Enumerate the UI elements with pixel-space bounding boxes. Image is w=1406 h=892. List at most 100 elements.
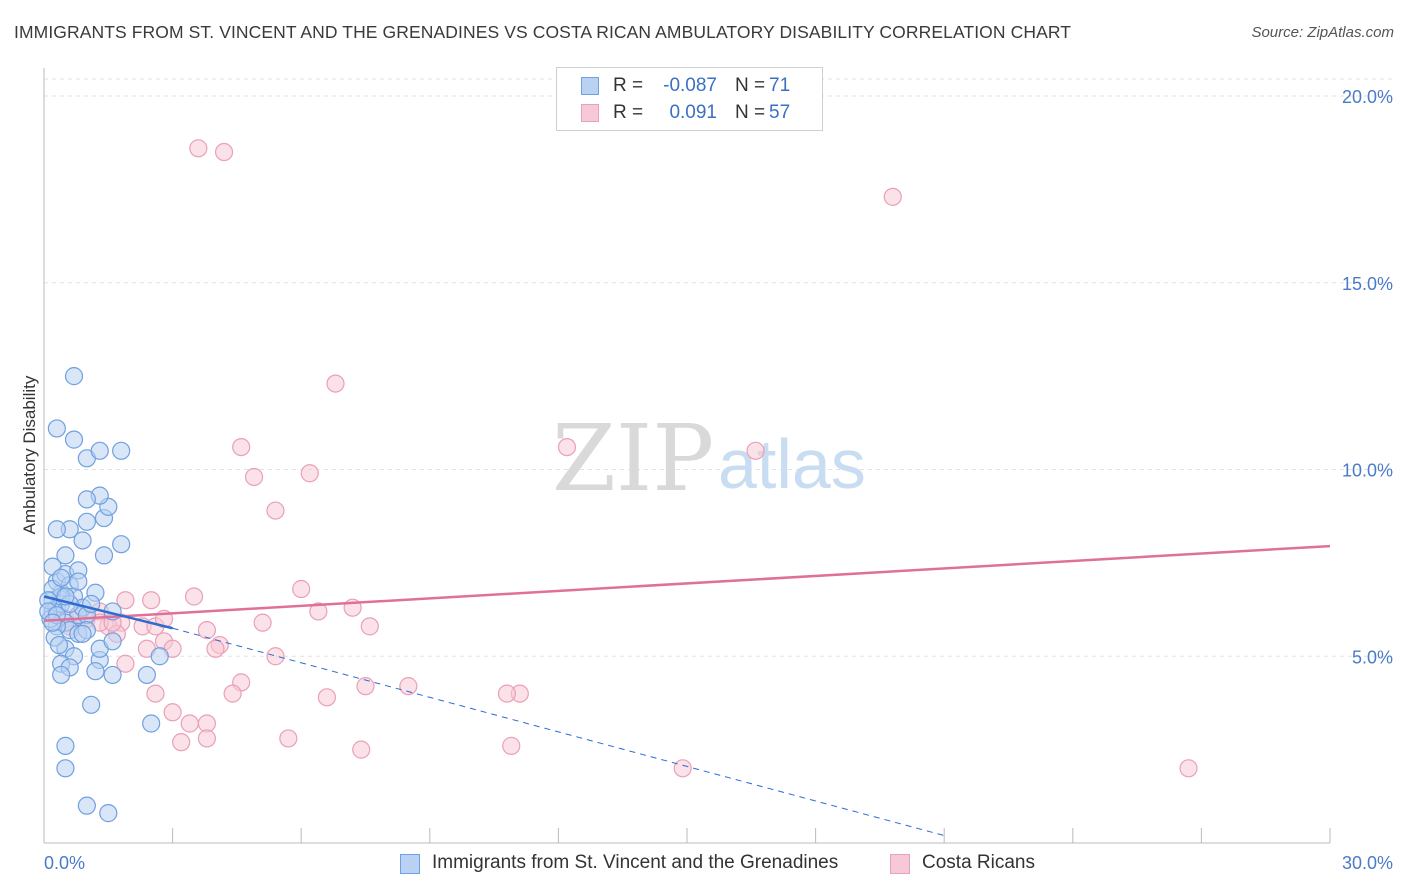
point-immigrants [86,662,105,681]
point-immigrants [150,647,169,666]
point-costa-ricans [326,374,345,393]
legend-n-label: N = [735,75,766,96]
legend-r-value: 0.091 [669,102,717,123]
bottom-legend-label: Costa Ricans [922,852,1035,873]
point-immigrants [73,531,92,550]
tick-labels: 5.0% 10.0% 15.0% 20.0% 0.0% 30.0% [44,87,1393,873]
trend-line-immigrants-extension [172,627,945,837]
point-immigrants [56,546,75,565]
x-tick-label: 0.0% [44,853,85,873]
watermark-zip: ZIP [552,405,714,512]
legend-r-value: -0.087 [663,75,717,96]
point-immigrants [77,796,96,815]
point-costa-ricans [497,684,517,703]
point-immigrants [64,430,84,449]
point-costa-ricans [1179,759,1198,778]
y-tick-label: 5.0% [1352,647,1393,667]
y-tick-label: 20.0% [1342,87,1393,107]
y-tick-label: 15.0% [1342,274,1393,294]
point-immigrants [49,635,69,655]
point-costa-ricans [146,684,165,703]
point-immigrants [47,520,66,539]
correlation-legend: R = -0.087 N = 71 R = 0.091 N = 57 [556,67,823,131]
legend-n-label: N = [735,102,766,123]
costa-ricans-points [56,139,1198,778]
point-costa-ricans [356,677,375,696]
legend-n-value: 71 [769,75,791,96]
point-costa-ricans [142,591,161,610]
bottom-legend-swatch-pink [890,854,910,874]
point-costa-ricans [197,729,216,748]
point-immigrants [90,441,109,460]
point-immigrants [103,665,122,685]
point-costa-ricans [180,714,199,733]
legend-row-costa-ricans: R = 0.091 N = 57 [557,101,822,127]
point-costa-ricans [197,621,216,640]
bottom-legend-label: Immigrants from St. Vincent and the Gren… [432,852,839,873]
legend-swatch-pink [581,104,599,122]
point-immigrants [77,490,96,509]
point-costa-ricans [557,437,577,457]
y-tick-label: 10.0% [1342,461,1393,481]
svg-immigrants-points [39,367,169,823]
point-immigrants [52,665,71,685]
point-costa-ricans [253,613,272,632]
point-costa-ricans [300,464,319,483]
legend-n-value: 57 [769,102,791,123]
point-immigrants [103,632,122,651]
bottom-legend-swatch-blue [400,854,420,874]
trend-line-costa-ricans [43,544,1331,623]
point-immigrants [73,624,92,643]
point-immigrants [56,759,75,778]
point-costa-ricans [214,142,234,162]
point-immigrants [69,572,88,591]
point-costa-ricans [266,501,285,520]
legend-swatch-blue [581,77,599,95]
point-immigrants [56,736,75,755]
point-immigrants [64,367,84,386]
point-costa-ricans [116,654,135,673]
point-immigrants [77,512,96,531]
x-tick-label: 30.0% [1342,853,1393,873]
point-costa-ricans [266,647,285,666]
point-costa-ricans [279,729,298,748]
point-immigrants [82,695,101,714]
trend-lines [43,544,1331,837]
point-costa-ricans [309,602,328,621]
point-immigrants [112,535,131,554]
watermark-atlas: atlas [718,425,866,503]
point-immigrants [43,613,62,632]
legend-r-label: R = [613,102,644,123]
point-costa-ricans [116,591,135,610]
point-immigrants [112,441,131,460]
grid-lines [44,78,1394,657]
y-axis-label: Ambulatory Disability [20,375,39,534]
axes [43,68,1331,844]
point-costa-ricans [317,688,337,707]
point-costa-ricans [244,467,264,487]
legend-r-label: R = [613,75,644,96]
point-costa-ricans [172,733,191,752]
trend-line-immigrants [43,595,173,630]
point-costa-ricans [352,740,371,759]
point-costa-ricans [292,579,311,599]
point-immigrants [94,546,114,565]
point-costa-ricans [360,617,379,636]
point-costa-ricans [206,639,225,658]
point-immigrants [99,804,118,823]
legend-row-immigrants: R = -0.087 N = 71 [557,74,822,100]
point-costa-ricans [189,139,208,158]
point-costa-ricans [232,437,251,457]
point-costa-ricans [184,587,204,606]
point-immigrants [137,665,156,685]
chart-title: IMMIGRANTS FROM ST. VINCENT AND THE GREN… [14,22,1072,42]
point-costa-ricans [399,677,418,696]
point-immigrants [52,568,71,587]
point-costa-ricans [746,441,765,460]
point-costa-ricans [223,684,242,703]
point-costa-ricans [502,736,521,755]
point-costa-ricans [163,703,182,722]
point-costa-ricans [673,759,692,778]
point-costa-ricans [883,187,902,206]
